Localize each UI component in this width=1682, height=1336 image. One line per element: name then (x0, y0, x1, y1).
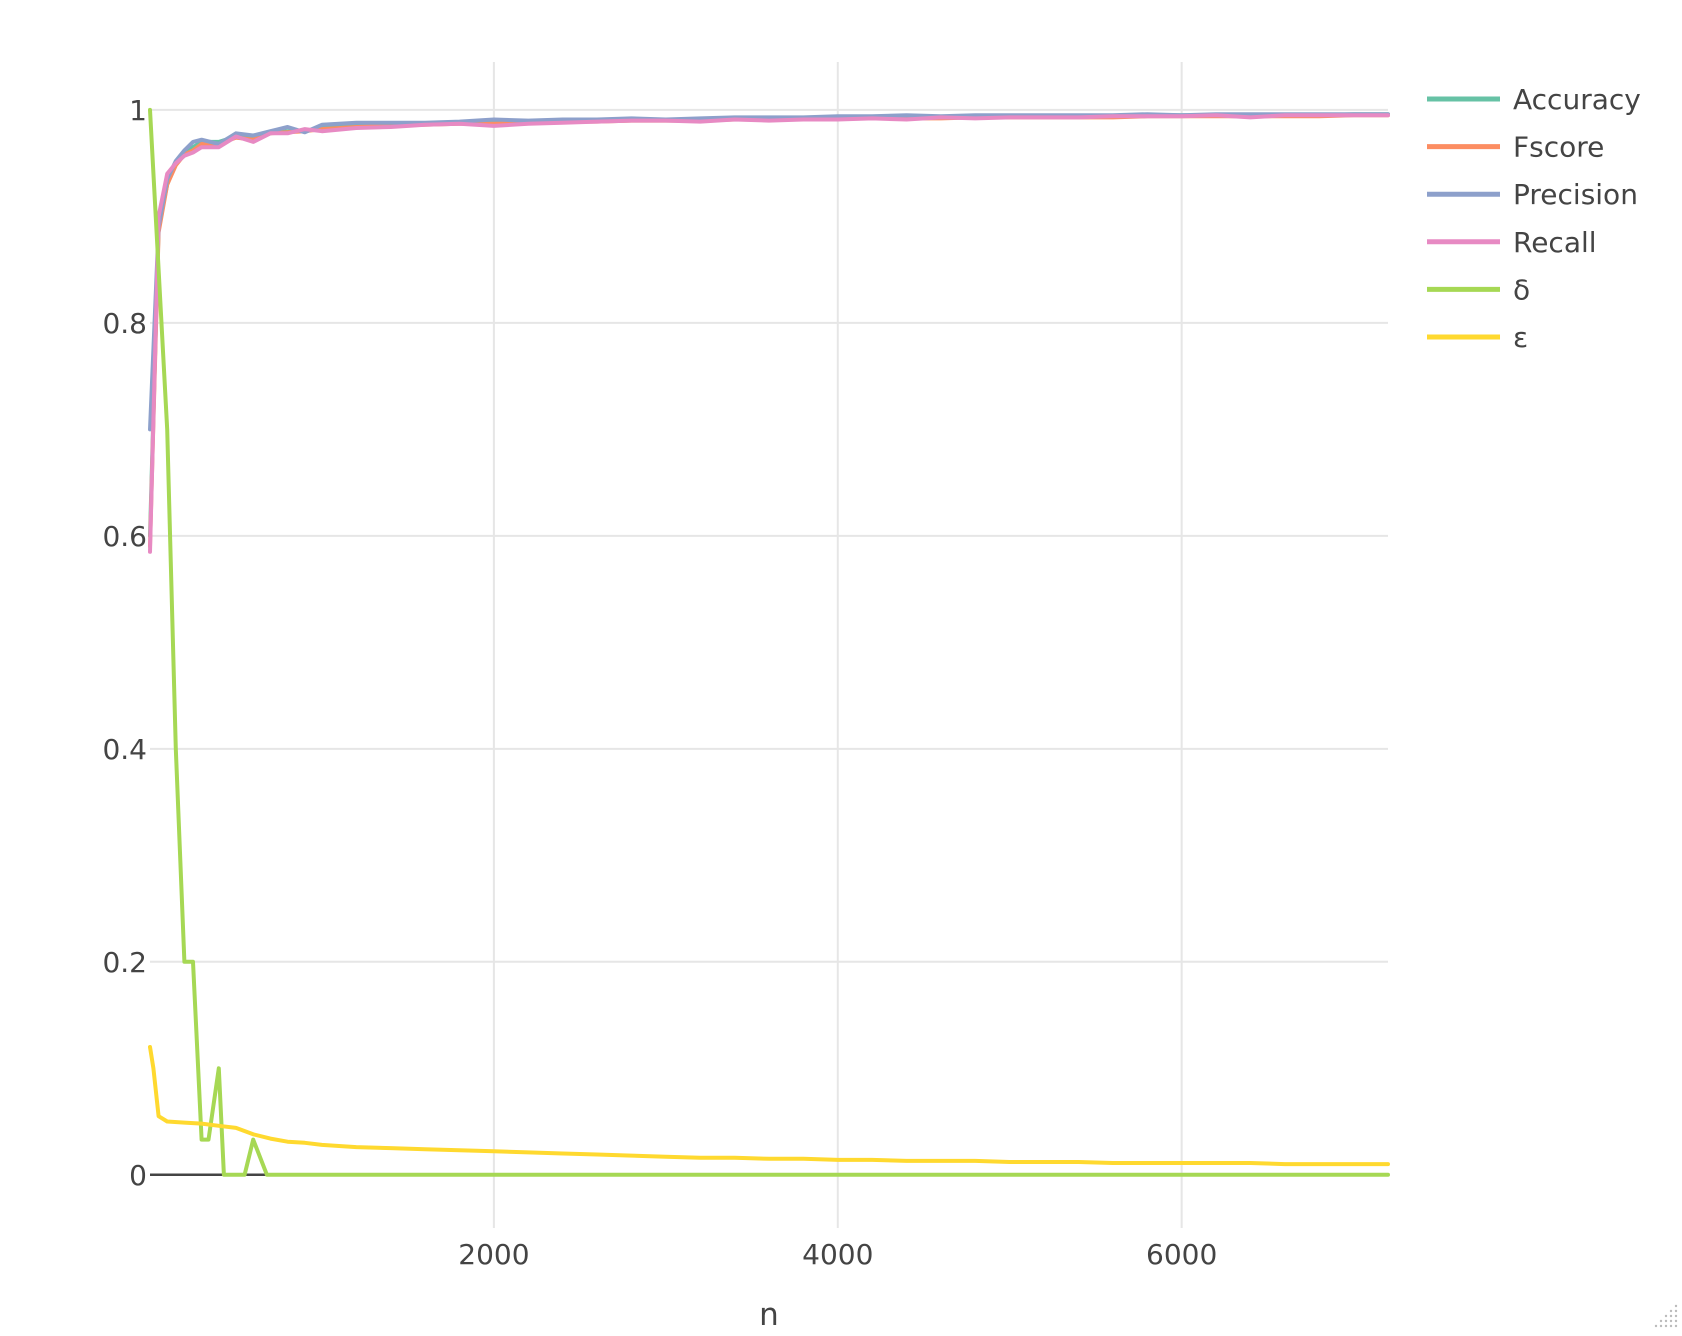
x-tick-label: 2000 (458, 1238, 529, 1271)
grip-dot (1669, 1324, 1673, 1328)
legend-item[interactable]: δ (1427, 273, 1530, 306)
grip-dot (1674, 1314, 1678, 1318)
axis-tick-labels: 2000 4000 6000 0 0.2 0.4 0.6 0.8 1 (102, 94, 1217, 1271)
legend-label: Recall (1513, 226, 1597, 259)
legend-label: Fscore (1513, 131, 1604, 164)
grip-dot (1669, 1319, 1673, 1323)
grip-dot (1669, 1314, 1673, 1318)
legend-label: ε (1513, 321, 1528, 354)
grip-dot (1654, 1324, 1658, 1328)
legend-label: Precision (1513, 178, 1638, 211)
x-tick-label: 4000 (802, 1238, 873, 1271)
y-tick-label: 0.4 (102, 733, 147, 766)
x-axis-title: n (759, 1297, 779, 1332)
grip-dot (1674, 1319, 1678, 1323)
grip-dot (1669, 1309, 1673, 1313)
series-line-δ (148, 107, 1390, 1177)
legend-item[interactable]: Precision (1427, 178, 1638, 211)
series-line-Recall (148, 113, 1390, 554)
grip-dot (1674, 1304, 1678, 1308)
legend-item[interactable]: Recall (1427, 226, 1597, 259)
series-line-ε (148, 1045, 1390, 1167)
series-line-Accuracy (148, 112, 1390, 538)
x-tick-label: 6000 (1146, 1238, 1217, 1271)
resize-grip-icon[interactable] (1654, 1304, 1678, 1328)
grip-dot (1664, 1319, 1668, 1323)
grip-dot (1664, 1314, 1668, 1318)
legend-label: Accuracy (1513, 83, 1641, 116)
y-tick-label: 0.6 (102, 520, 147, 553)
y-tick-label: 0 (129, 1159, 147, 1192)
grip-dot (1664, 1324, 1668, 1328)
legend-item[interactable]: Accuracy (1427, 83, 1641, 116)
legend-item[interactable]: Fscore (1427, 131, 1604, 164)
grip-dot (1659, 1319, 1663, 1323)
y-tick-label: 0.8 (102, 307, 147, 340)
y-tick-label: 0.2 (102, 946, 147, 979)
series-line-Fscore (148, 113, 1390, 549)
grip-dot (1674, 1309, 1678, 1313)
legend[interactable]: Accuracy Fscore Precision Recall δε (1427, 83, 1641, 354)
grip-dot (1674, 1324, 1678, 1328)
legend-item[interactable]: ε (1427, 321, 1528, 354)
y-tick-label: 1 (129, 94, 147, 127)
grip-dot (1659, 1324, 1663, 1328)
legend-label: δ (1513, 273, 1530, 306)
series-line-Precision (148, 112, 1390, 432)
grid-lines (150, 62, 1388, 1228)
series-lines (148, 107, 1390, 1177)
